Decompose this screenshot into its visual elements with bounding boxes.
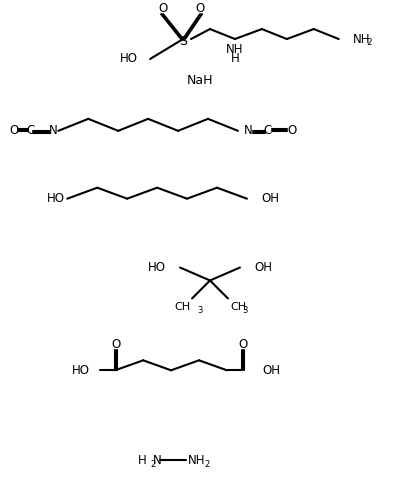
- Text: HO: HO: [148, 261, 166, 274]
- Text: CH: CH: [230, 302, 246, 312]
- Text: S: S: [179, 34, 187, 47]
- Text: N: N: [49, 124, 58, 137]
- Text: CH: CH: [174, 302, 190, 312]
- Text: O: O: [287, 124, 297, 137]
- Text: O: O: [238, 338, 248, 351]
- Text: HO: HO: [120, 52, 138, 66]
- Text: 3: 3: [242, 306, 247, 315]
- Text: C: C: [26, 124, 34, 137]
- Text: N: N: [243, 124, 252, 137]
- Text: O: O: [158, 2, 168, 15]
- Text: OH: OH: [262, 364, 280, 377]
- Text: 2: 2: [150, 460, 155, 469]
- Text: H: H: [137, 454, 146, 467]
- Text: N: N: [153, 454, 162, 467]
- Text: H: H: [230, 52, 239, 66]
- Text: NH: NH: [188, 454, 206, 467]
- Text: 3: 3: [197, 306, 202, 315]
- Text: OH: OH: [254, 261, 272, 274]
- Text: O: O: [10, 124, 19, 137]
- Text: NaH: NaH: [187, 75, 213, 87]
- Text: C: C: [264, 124, 272, 137]
- Text: HO: HO: [72, 364, 90, 377]
- Text: NH: NH: [353, 33, 370, 45]
- Text: 2: 2: [204, 460, 209, 469]
- Text: O: O: [195, 2, 204, 15]
- Text: HO: HO: [47, 192, 65, 205]
- Text: 2: 2: [367, 37, 372, 46]
- Text: O: O: [111, 338, 121, 351]
- Text: OH: OH: [261, 192, 279, 205]
- Text: NH: NH: [226, 42, 244, 55]
